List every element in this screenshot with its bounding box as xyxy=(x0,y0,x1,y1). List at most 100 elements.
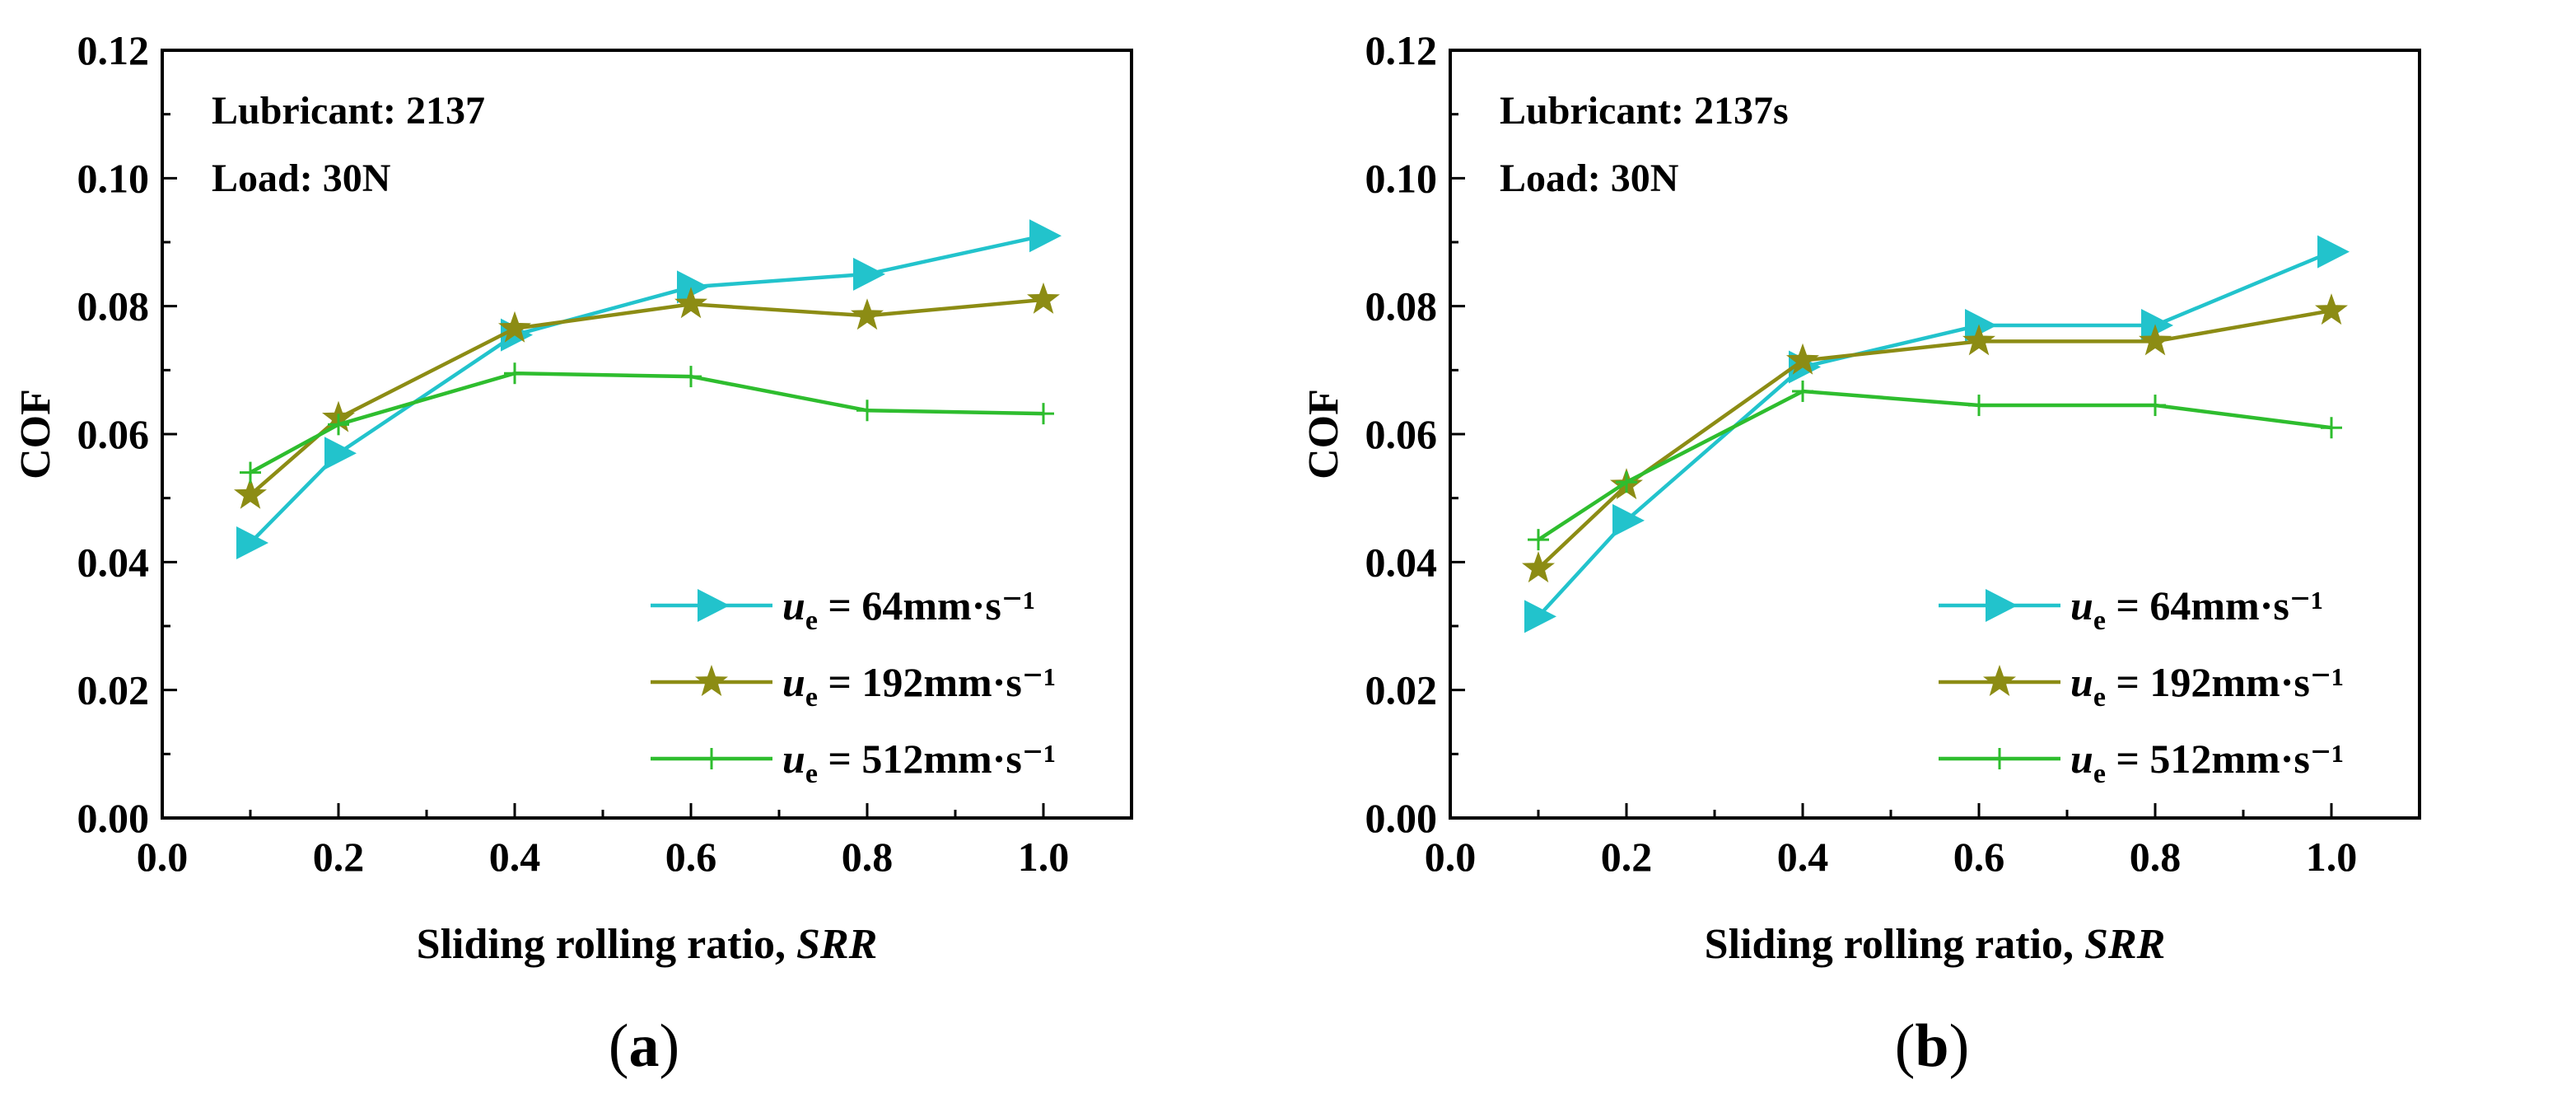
data-point-b xyxy=(1616,471,1637,493)
legend-marker-a xyxy=(701,748,722,769)
legend-label-a: ue = 192mm·s⁻¹ xyxy=(782,659,1056,713)
x-tick-label-a: 0.4 xyxy=(489,834,541,880)
legend-entry-2-b: ue = 192mm·s⁻¹ xyxy=(1939,659,2344,713)
x-tick-label-a: 0.2 xyxy=(313,834,365,880)
legend-entry-1-b: ue = 64mm·s⁻¹ xyxy=(1939,582,2323,636)
series-line-b xyxy=(1537,250,2332,618)
data-point-a xyxy=(853,257,885,291)
legend-label-b: ue = 64mm·s⁻¹ xyxy=(2070,582,2323,636)
series-3-b xyxy=(1528,380,2342,551)
data-point-a xyxy=(856,400,878,422)
panel-label-a: a xyxy=(628,1012,660,1080)
y-tick-label-b: 0.06 xyxy=(1365,411,1438,457)
x-tick-label-b: 0.8 xyxy=(2130,834,2182,880)
series-line-b xyxy=(1537,308,2332,570)
legend-marker-b xyxy=(1983,665,2016,696)
chart-svg-b: 0.00 0.02 0.04 0.06 0.08 0.10 0.12 0.0 0.2 0.4 0.6… xyxy=(1300,27,2421,968)
legend-entry-3-b: ue = 512mm·s⁻¹ xyxy=(1939,736,2344,789)
annotation-text-b: Lubricant: 2137s xyxy=(1500,89,1789,133)
chart-panel-a: 0.00 0.02 0.04 0.06 0.08 0.10 0.12 0.0 0.2 0.4 0.6… xyxy=(12,27,1133,1080)
panel-label-b: b xyxy=(1915,1012,1949,1080)
series-line-a xyxy=(249,371,1044,474)
legend-entry-1-a: ue = 64mm·s⁻¹ xyxy=(651,582,1035,636)
data-point-b xyxy=(1968,395,1990,417)
series-line-a xyxy=(249,297,1044,497)
legend-label-a: ue = 512mm·s⁻¹ xyxy=(782,736,1056,789)
legend-marker-b xyxy=(1989,748,2010,769)
y-tick-label-a: 0.02 xyxy=(77,667,150,713)
x-tick-label-a: 0.6 xyxy=(665,834,717,880)
x-tick-label-a: 0.0 xyxy=(137,834,189,880)
x-tick-label-a: 1.0 xyxy=(1018,834,1070,880)
data-point-b xyxy=(1965,308,1997,342)
legend-marker-a xyxy=(695,665,728,696)
data-point-a xyxy=(234,477,267,509)
panel-caption-b: (b) xyxy=(1894,1012,1970,1080)
annotation-text-b: Load: 30N xyxy=(1500,157,1679,200)
y-tick-label-a: 0.04 xyxy=(77,539,150,585)
y-tick-label-b: 0.12 xyxy=(1365,27,1438,73)
data-point-b xyxy=(1524,600,1556,633)
y-tick-label-a: 0.08 xyxy=(77,283,150,329)
series-1-b xyxy=(1524,235,2350,633)
x-tick-label-b: 0.0 xyxy=(1425,834,1477,880)
data-point-a xyxy=(328,414,349,436)
legend-entry-3-a: ue = 512mm·s⁻¹ xyxy=(651,736,1056,789)
legend-label-a: ue = 64mm·s⁻¹ xyxy=(782,582,1035,636)
data-point-b xyxy=(1792,380,1813,402)
y-tick-label-b: 0.10 xyxy=(1365,155,1438,201)
legend-marker-a xyxy=(698,589,730,622)
y-tick-label-a: 0.10 xyxy=(77,155,150,201)
data-point-a xyxy=(240,461,261,484)
x-axis-title-b: Sliding rolling ratio, SRR xyxy=(1705,921,2166,968)
data-point-a xyxy=(324,437,357,470)
data-point-b xyxy=(1962,324,1995,356)
y-tick-label-b: 0.04 xyxy=(1365,539,1438,585)
x-tick-label-a: 0.8 xyxy=(842,834,894,880)
chart-svg-a: 0.00 0.02 0.04 0.06 0.08 0.10 0.12 0.0 0.2 0.4 0.6… xyxy=(12,27,1133,968)
data-point-a xyxy=(674,287,707,319)
y-tick-label-a: 0.06 xyxy=(77,411,150,457)
annotation-text-a: Load: 30N xyxy=(212,157,391,200)
data-point-a xyxy=(1033,403,1054,425)
y-tick-label-b: 0.02 xyxy=(1365,667,1438,713)
data-point-b xyxy=(1612,503,1645,537)
legend-label-b: ue = 512mm·s⁻¹ xyxy=(2070,736,2344,789)
data-point-b xyxy=(2139,324,2172,356)
data-point-b xyxy=(2144,395,2166,417)
legend-label-b: ue = 192mm·s⁻¹ xyxy=(2070,659,2344,713)
data-point-a xyxy=(236,526,268,560)
x-tick-label-b: 0.2 xyxy=(1601,834,1653,880)
x-tick-label-b: 0.4 xyxy=(1777,834,1829,880)
data-point-b xyxy=(1522,551,1555,583)
data-point-a xyxy=(504,362,525,385)
data-point-b xyxy=(2315,293,2348,325)
data-point-b xyxy=(1786,343,1819,375)
data-point-b xyxy=(1528,529,1549,551)
series-3-a xyxy=(240,362,1054,484)
x-axis-title-a: Sliding rolling ratio, SRR xyxy=(417,921,878,968)
chart-panel-b: 0.00 0.02 0.04 0.06 0.08 0.10 0.12 0.0 0.2 0.4 0.6… xyxy=(1288,0,2576,1103)
legend-marker-b xyxy=(1986,589,2018,622)
data-point-a xyxy=(1027,282,1060,314)
data-point-b xyxy=(2321,417,2342,439)
legend-entry-2-a: ue = 192mm·s⁻¹ xyxy=(651,659,1056,713)
y-tick-label-b: 0.08 xyxy=(1365,283,1438,329)
data-point-a xyxy=(851,298,884,330)
data-point-a xyxy=(680,366,702,388)
y-axis-title-a: COF xyxy=(12,389,59,479)
panel-caption-a: (a) xyxy=(608,1012,680,1080)
y-tick-label-b: 0.00 xyxy=(1365,795,1438,841)
data-point-a xyxy=(677,270,709,304)
x-tick-label-b: 0.6 xyxy=(1953,834,2005,880)
x-tick-label-b: 1.0 xyxy=(2306,834,2358,880)
y-axis-title-b: COF xyxy=(1300,389,1347,479)
series-line-a xyxy=(249,234,1044,544)
data-point-b xyxy=(2317,235,2350,269)
y-tick-label-a: 0.00 xyxy=(77,795,150,841)
data-point-a xyxy=(498,311,531,343)
series-line-b xyxy=(1537,389,2332,542)
annotation-text-a: Lubricant: 2137 xyxy=(212,89,485,133)
y-tick-label-a: 0.12 xyxy=(77,27,150,73)
series-1-a xyxy=(236,219,1062,560)
